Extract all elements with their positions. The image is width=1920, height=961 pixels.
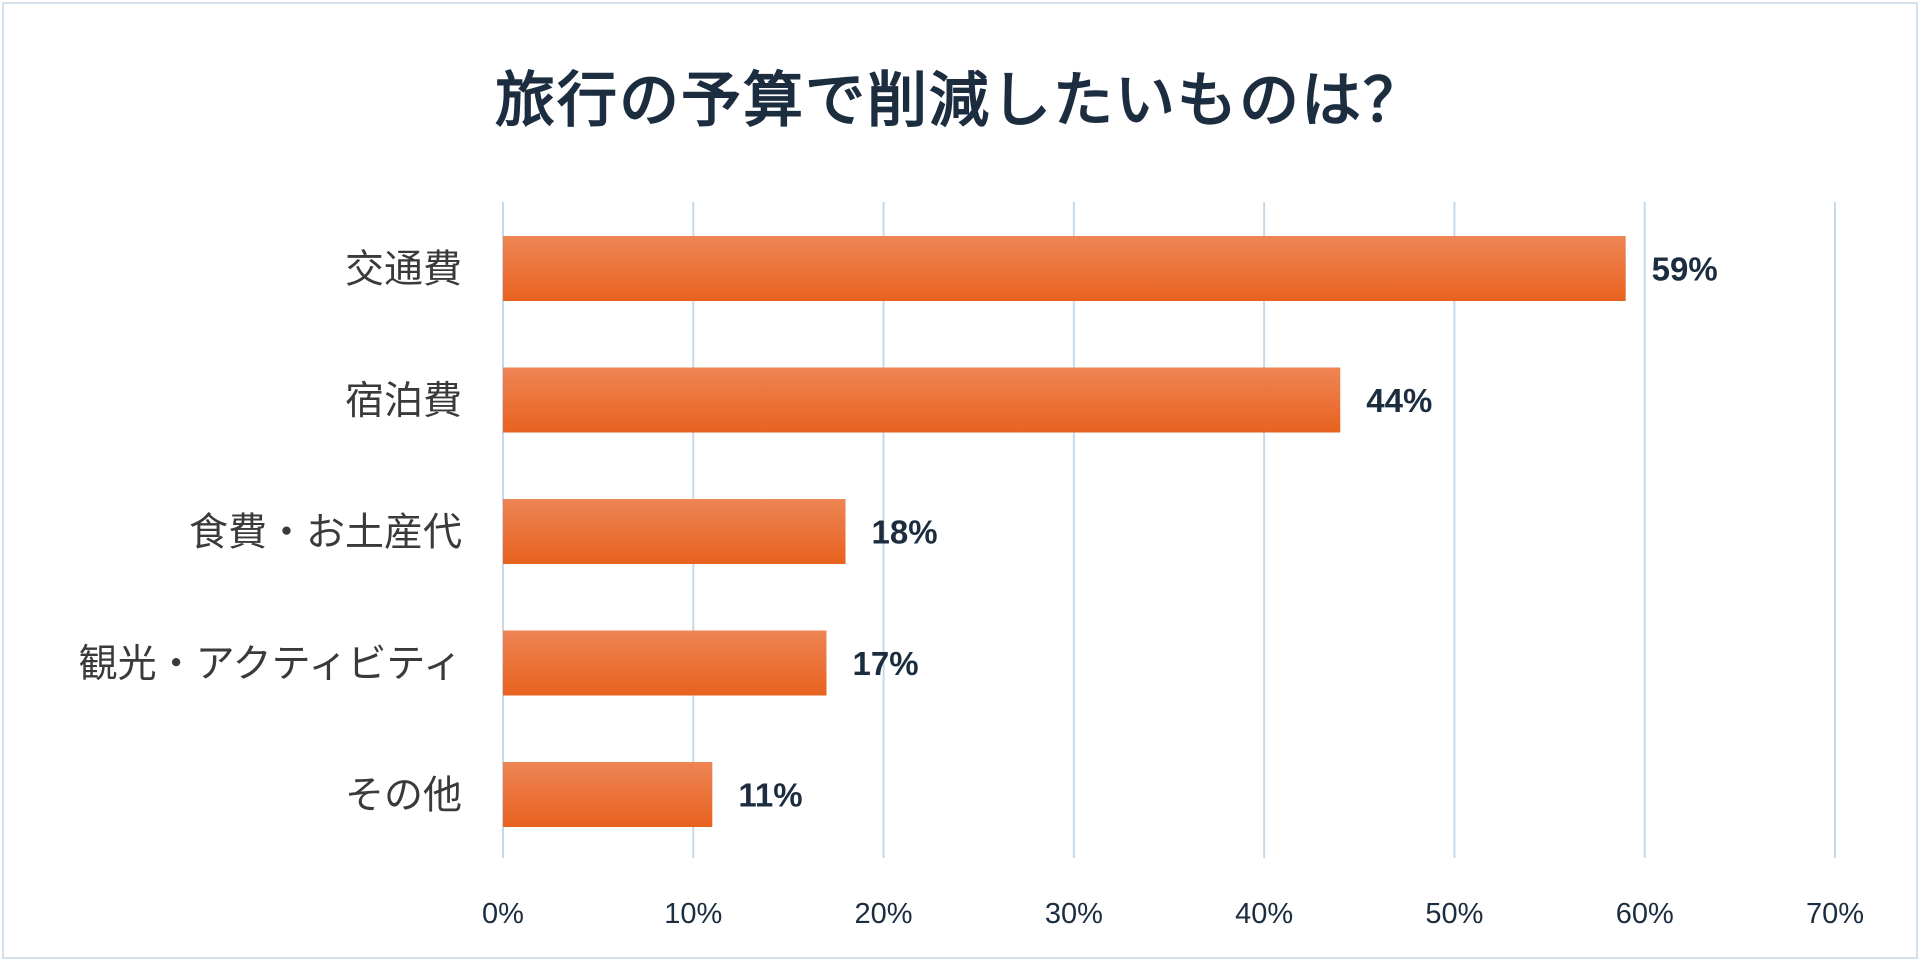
x-tick-label: 60% bbox=[1616, 898, 1674, 930]
category-label: 食費・お土産代 bbox=[189, 511, 462, 556]
value-label: 11% bbox=[738, 777, 802, 814]
value-label: 59% bbox=[1652, 251, 1718, 288]
value-label: 17% bbox=[852, 645, 918, 682]
grid-lines bbox=[502, 202, 1836, 858]
value-label: 44% bbox=[1366, 382, 1432, 419]
bar-3 bbox=[503, 499, 846, 564]
category-label: その他 bbox=[345, 774, 462, 819]
labels: 0% 10% 20% 30% 40% 50% 60% 70% 59% 交通費 44% 宿泊費 18% 食費… bbox=[79, 248, 1864, 931]
bar-1 bbox=[503, 236, 1626, 301]
x-tick-label: 0% bbox=[482, 898, 524, 930]
category-label: 宿泊費 bbox=[345, 379, 462, 424]
x-tick-label: 30% bbox=[1045, 898, 1103, 930]
x-tick-label: 50% bbox=[1425, 898, 1483, 930]
x-tick-label: 20% bbox=[855, 898, 913, 930]
category-label: 観光・アクティビティ bbox=[79, 642, 462, 687]
chart-title: 旅行の予算で削減したいものは？ bbox=[495, 66, 1425, 136]
bars bbox=[503, 236, 1626, 827]
x-tick-label: 70% bbox=[1806, 898, 1864, 930]
x-tick-label: 10% bbox=[664, 898, 722, 930]
x-tick-label: 40% bbox=[1235, 898, 1293, 930]
value-label: 18% bbox=[872, 514, 938, 551]
bar-4 bbox=[503, 630, 827, 696]
bar-2 bbox=[503, 367, 1341, 433]
category-label: 交通費 bbox=[345, 248, 462, 293]
bar-5 bbox=[503, 762, 713, 827]
